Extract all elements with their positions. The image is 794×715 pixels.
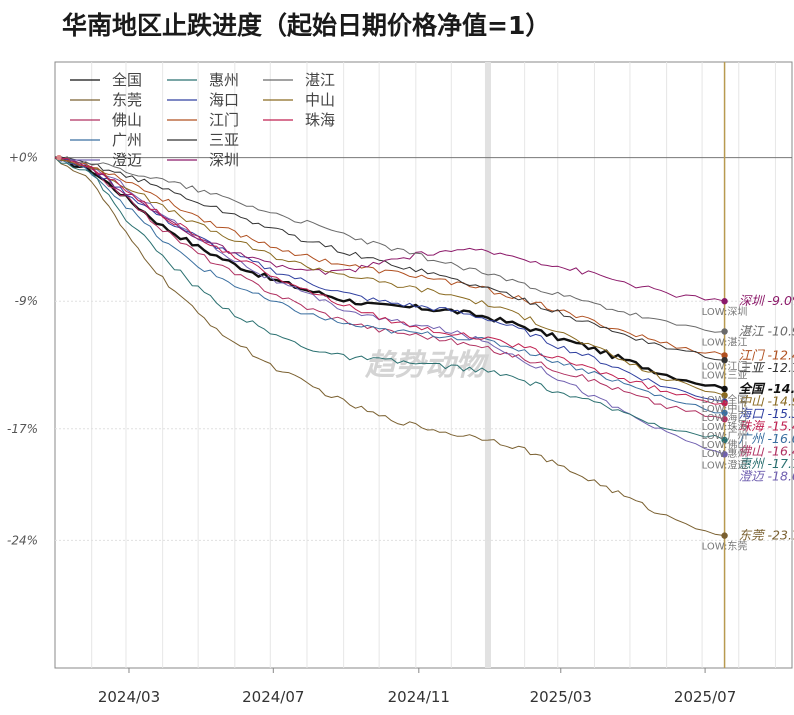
low-marker-2: LOW:东莞 [702, 540, 748, 553]
x-tick-label: 2025/03 [530, 688, 592, 706]
series-layer [54, 155, 728, 539]
legend-label-5: 澄迈 [112, 151, 142, 169]
end-label-12: 中山 -14.9% [739, 393, 794, 408]
series-end-point-1 [721, 385, 728, 393]
series-end-point-5 [721, 451, 728, 458]
end-label-11: 湛江 -10.9% [739, 324, 794, 339]
legend-label-2: 东莞 [112, 91, 142, 109]
low-marker-4: LOW:广州 [702, 430, 748, 442]
end-label-7: 海口 -15.3% [739, 406, 794, 421]
series-end-point-6 [721, 436, 728, 444]
plot-frame [54, 61, 793, 669]
end-label-13: 珠海 -15.4% [739, 418, 794, 433]
low-marker-12: LOW:中山 [702, 402, 748, 415]
low-marker-8: LOW:江门 [702, 359, 748, 372]
x-tick-label: 2024/03 [98, 688, 160, 706]
series-line-7 [54, 157, 725, 403]
legend-label-6: 惠州 [209, 71, 239, 89]
y-tick-label: -9% [15, 294, 38, 308]
y-tick-label: +0% [9, 151, 38, 165]
series-line-1 [54, 156, 726, 391]
low-marker-13: LOW:珠海 [702, 420, 748, 433]
legend-label-1: 全国 [112, 71, 142, 89]
legend-label-13: 珠海 [305, 111, 335, 129]
legend-label-10: 深圳 [209, 151, 239, 169]
series-line-9 [54, 156, 725, 361]
x-tick-label: 2024/11 [388, 688, 450, 706]
series-end-point-10 [721, 298, 728, 305]
low-marker-6: LOW:惠州 [702, 447, 748, 460]
series-start-point-13 [56, 155, 62, 161]
legend-label-12: 中山 [305, 91, 335, 109]
end-label-1: 全国 -14.5% [739, 381, 794, 396]
x-tick-label: 2025/07 [674, 688, 736, 706]
low-marker-5: LOW:澄迈 [702, 458, 748, 471]
series-line-10 [54, 156, 725, 302]
series-end-point-3 [721, 416, 728, 423]
legend-label-3: 佛山 [112, 111, 142, 129]
low-marker-3: LOW:佛山 [702, 438, 748, 451]
series-line-11 [54, 156, 725, 333]
series-end-point-2 [721, 532, 728, 539]
y-tick-label: -24% [7, 533, 38, 547]
series-line-8 [54, 157, 725, 356]
legend-label-11: 湛江 [305, 71, 335, 89]
x-tick-label: 2024/07 [242, 688, 304, 706]
end-label-8: 江门 -12.4% [739, 347, 794, 362]
end-label-9: 三亚 -12.7% [739, 360, 794, 375]
low-marker-7: LOW:海口 [702, 411, 748, 424]
series-line-6 [54, 157, 725, 441]
series-line-4 [54, 157, 725, 414]
series-line-13 [54, 157, 725, 405]
legend-label-8: 江门 [209, 111, 239, 129]
series-line-12 [54, 157, 725, 396]
y-tick-label: -17% [7, 422, 38, 436]
end-label-2: 东莞 -23.7% [739, 528, 794, 543]
end-label-10: 深圳 -9.0% [739, 293, 794, 308]
series-line-2 [54, 157, 725, 537]
end-label-6: 惠州 -17.7% [739, 456, 794, 471]
legend-label-9: 三亚 [209, 131, 239, 149]
series-end-point-12 [721, 392, 728, 399]
chart-title: 华南地区止跌进度（起始日期价格净值=1） [62, 11, 551, 40]
watermark-text: 趋势动物 [364, 348, 490, 383]
series-end-point-11 [721, 328, 728, 335]
low-marker-1: LOW:全国 [702, 393, 748, 406]
series-end-point-13 [721, 400, 728, 407]
axes-layer: +0% -9% -17% -24% 2024/03 2024/07 2024/11 2025/… [7, 151, 736, 706]
series-end-point-9 [721, 357, 728, 364]
series-end-point-8 [721, 352, 728, 359]
series-end-point-4 [721, 409, 728, 417]
end-label-5: 澄迈 -18.6% [739, 468, 794, 483]
series-line-3 [54, 157, 725, 420]
end-labels-layer: 深圳 -9.0% 湛江 -10.9% 江门 -12.4%三亚 -12.7% 全国 -1… [702, 293, 794, 552]
year-boundary-band [484, 62, 491, 668]
low-marker-10: LOW:深圳 [702, 306, 748, 318]
legend-label-7: 海口 [209, 91, 239, 109]
end-label-4: 广州 -16.0% [739, 431, 794, 446]
low-marker-11: LOW:湛江 [702, 337, 748, 349]
legend-label-4: 广州 [112, 131, 142, 149]
end-label-3: 佛山 -16.4% [739, 443, 794, 458]
low-marker-9: LOW:三亚 [702, 370, 748, 381]
